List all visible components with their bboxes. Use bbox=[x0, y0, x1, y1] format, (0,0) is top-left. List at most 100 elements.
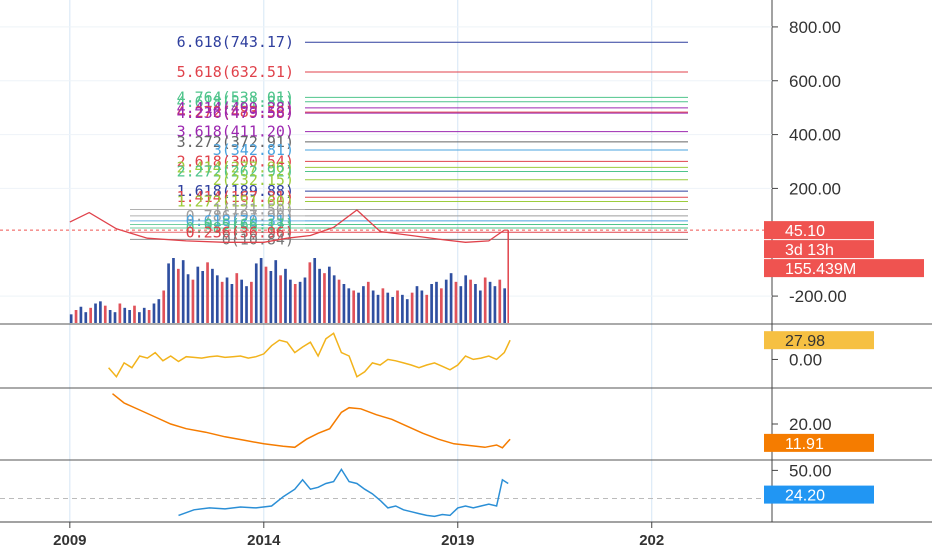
volume-bar bbox=[196, 266, 200, 323]
volume-bar bbox=[211, 268, 214, 323]
volume-bar bbox=[254, 263, 258, 323]
volume-bar bbox=[347, 288, 351, 323]
volume-bar bbox=[420, 290, 424, 323]
volume-bar bbox=[69, 314, 73, 323]
volume-bar bbox=[430, 284, 433, 323]
volume-bar bbox=[74, 310, 78, 323]
volume-bar bbox=[142, 307, 146, 323]
fib-level-label: 2.414(277.96) bbox=[177, 158, 294, 176]
volume-bar bbox=[342, 284, 346, 323]
volume-bar bbox=[176, 268, 180, 323]
volume-bar bbox=[362, 286, 365, 323]
oscillator-1-badge: 27.98 bbox=[785, 333, 825, 350]
volume-badge: 155.439M bbox=[785, 261, 856, 278]
volume-bar bbox=[332, 275, 336, 323]
volume-bar bbox=[298, 281, 302, 323]
volume-bar bbox=[459, 286, 463, 323]
volume-bar bbox=[289, 279, 292, 323]
fib-level-label: 0.5(66.17) bbox=[204, 215, 294, 233]
volume-bar bbox=[478, 290, 482, 323]
volume-bar bbox=[162, 290, 166, 323]
volume-bar bbox=[259, 258, 263, 323]
fib-level-label: 4.618(521.85) bbox=[177, 93, 294, 111]
volume-bar bbox=[172, 258, 175, 323]
oscillator-3-badge-bg bbox=[764, 485, 874, 504]
fib-level-label: 2.272(262.92) bbox=[177, 162, 294, 180]
oscillator-2-line bbox=[112, 393, 511, 449]
volume-bar bbox=[327, 266, 331, 323]
y-tick-label: 200.00 bbox=[789, 179, 841, 198]
x-tick-label: 202 bbox=[639, 532, 664, 549]
volume-bar bbox=[113, 312, 117, 323]
volume-bar bbox=[152, 303, 156, 323]
volume-bar bbox=[181, 260, 185, 323]
volume-bar bbox=[235, 273, 239, 323]
volume-bar bbox=[186, 274, 190, 323]
volume-bar bbox=[405, 299, 409, 323]
fib-level-label: 1(121.50) bbox=[213, 201, 294, 219]
volume-bar bbox=[410, 292, 414, 323]
x-tick-label: 2009 bbox=[53, 532, 86, 549]
y-tick-label: 600.00 bbox=[789, 72, 841, 91]
volume-bar bbox=[323, 273, 326, 323]
volume-bar bbox=[99, 301, 102, 323]
y-tick-label: 400.00 bbox=[789, 126, 841, 145]
fib-level-label: 1.272(151.60) bbox=[177, 192, 294, 210]
volume-bar bbox=[138, 312, 141, 323]
x-tick-label: 2019 bbox=[441, 532, 474, 549]
fib-level-label: 4.272(483.56) bbox=[177, 103, 294, 121]
oscillator-3-badge: 24.20 bbox=[785, 488, 825, 505]
volume-bar bbox=[493, 286, 497, 323]
countdown-badge: 3d 13h bbox=[785, 242, 834, 259]
volume-bar bbox=[94, 303, 97, 323]
volume-bar bbox=[498, 279, 502, 323]
volume-bar bbox=[269, 271, 273, 323]
volume-bar bbox=[167, 263, 170, 323]
volume-bar bbox=[308, 262, 312, 323]
price-badge-bg bbox=[764, 221, 874, 240]
volume-bar bbox=[103, 305, 107, 323]
oscillator-2-badge: 11.91 bbox=[785, 436, 824, 453]
volume-bar bbox=[284, 268, 287, 323]
volume-bar bbox=[474, 284, 477, 323]
volume-badge-bg bbox=[764, 259, 924, 278]
fib-level-label: 4.764(538.01) bbox=[177, 88, 294, 106]
volume-bar bbox=[386, 292, 390, 323]
volume-bar bbox=[89, 307, 92, 323]
volume-bar bbox=[108, 310, 112, 323]
volume-bar bbox=[449, 273, 453, 323]
fib-level-label: 2.618(300.54) bbox=[177, 152, 294, 170]
volume-bar bbox=[318, 268, 321, 323]
fib-level-label: 1.618(189.88) bbox=[177, 182, 294, 200]
fib-level-label: 4.414(499.28) bbox=[177, 99, 294, 117]
volume-bar bbox=[396, 290, 399, 323]
volume-bar bbox=[401, 294, 404, 323]
volume-bar bbox=[118, 303, 122, 323]
volume-bar bbox=[352, 290, 356, 323]
volume-bar bbox=[376, 294, 380, 323]
countdown-badge-bg bbox=[764, 240, 874, 259]
volume-bar bbox=[381, 288, 385, 323]
volume-bar bbox=[503, 288, 507, 323]
fib-level-label: 0(10.84) bbox=[222, 230, 294, 248]
fib-level-label: 3.618(411.20) bbox=[177, 123, 294, 141]
volume-bar bbox=[440, 288, 443, 323]
volume-bar bbox=[444, 279, 448, 323]
volume-bar bbox=[435, 281, 438, 323]
volume-bar bbox=[147, 310, 151, 323]
oscillator-1-badge-bg bbox=[764, 331, 874, 350]
fib-level-label: 2(232.15) bbox=[213, 171, 294, 189]
volume-bar bbox=[245, 286, 248, 323]
volume-bar bbox=[240, 279, 243, 323]
fib-level-label: 0.618(79.31) bbox=[186, 212, 294, 230]
fib-level-label: 1.414(167.31) bbox=[177, 188, 294, 206]
fib-level-label: 3.272(372.91) bbox=[177, 133, 294, 151]
volume-bar bbox=[206, 262, 209, 323]
price-line bbox=[69, 209, 509, 243]
oscillator-3-line bbox=[178, 468, 509, 518]
volume-bar bbox=[415, 286, 419, 323]
volume-bar bbox=[469, 279, 472, 323]
volume-bar bbox=[425, 294, 429, 323]
fib-level-label: 0.236(36.96) bbox=[186, 223, 294, 241]
